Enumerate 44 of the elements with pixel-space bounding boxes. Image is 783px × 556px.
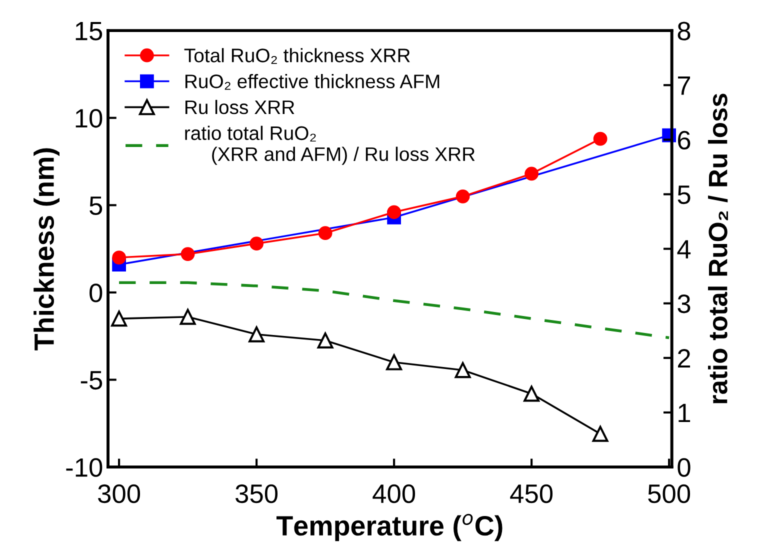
point	[593, 132, 608, 146]
point	[180, 308, 196, 325]
y-tick-label: 10	[76, 109, 102, 128]
point	[524, 386, 540, 402]
y-axis-title: Thickness (nm)	[34, 148, 60, 350]
y2-tick-label: 1	[678, 404, 690, 422]
point	[524, 166, 539, 181]
x-tick-label: 400	[372, 484, 416, 504]
x-tick-label: 450	[510, 484, 553, 504]
point	[318, 226, 332, 240]
y2-axis-title: ratio total RuO₂ / Ru loss	[708, 94, 728, 404]
point	[250, 236, 264, 251]
y2-tick-label: 6	[678, 130, 690, 150]
y2-tick-label: 8	[678, 22, 690, 40]
x-tick-label: 350	[236, 484, 278, 504]
point	[456, 189, 470, 204]
y-tick-label: -5	[80, 371, 102, 390]
y-tick-label: -10	[66, 458, 102, 477]
y2-tick-label: 7	[678, 76, 690, 95]
legend-label: RuO₂ effective thickness AFM	[185, 74, 440, 90]
line-series	[118, 281, 670, 340]
y-tick-label: 5	[90, 196, 102, 215]
point	[592, 426, 608, 442]
point	[111, 310, 128, 327]
y2-tick-label: 2	[678, 349, 690, 368]
point	[248, 326, 265, 342]
legend-label: ratio total RuO₂ (XRR and AFM) / Ru loss XRR	[185, 126, 475, 165]
x-axis-title: Temperature ($^{o}$C)	[276, 514, 502, 542]
legend-label: Total RuO₂ thickness XRR	[184, 48, 410, 64]
legend-label: Ru loss XRR	[185, 100, 294, 114]
point	[112, 250, 126, 264]
y-tick-label: 0	[90, 284, 102, 302]
point	[317, 332, 334, 348]
point	[180, 247, 195, 261]
point	[454, 362, 471, 378]
y2-tick-label: 0	[678, 458, 690, 477]
point	[387, 205, 402, 220]
point	[386, 354, 402, 370]
y2-tick-label: 3	[678, 294, 690, 314]
y-tick-label: 15	[76, 22, 102, 40]
y2-tick-label: 4	[677, 240, 691, 258]
y2-tick-label: 5	[678, 186, 690, 204]
x-tick-label: 500	[648, 484, 690, 504]
x-tick-label: 300	[98, 484, 140, 504]
